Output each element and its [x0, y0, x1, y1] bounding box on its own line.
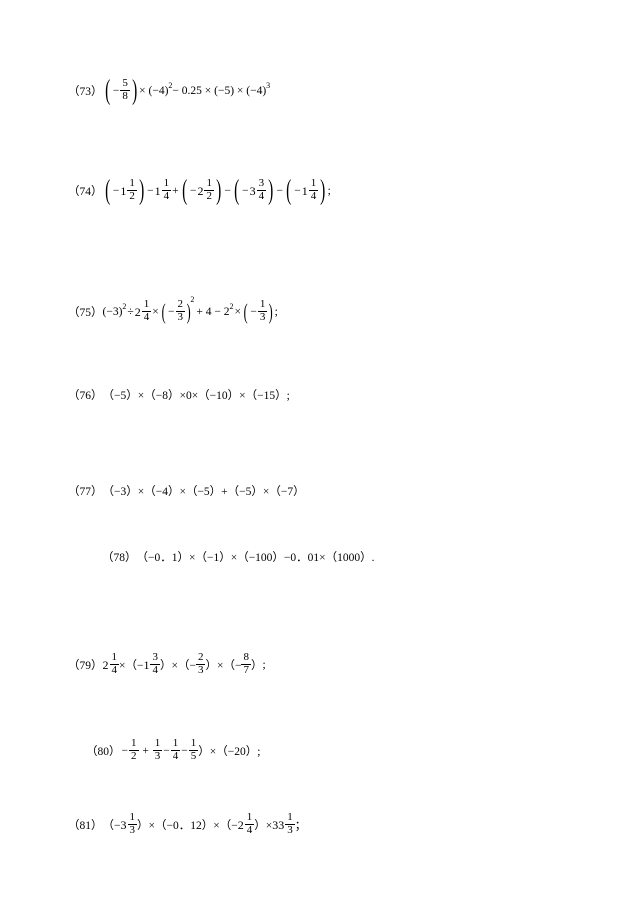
problem-77: （77） （−3）×（−4）×（−5）+（−5）×（−7） — [68, 483, 572, 499]
right-paren-icon: ) — [139, 175, 144, 207]
expr-text: （−0．1）×（−1）×（−100）−0．01×（1000）. — [137, 549, 375, 565]
mixed-number: 212 — [197, 179, 214, 203]
fraction: 23 — [196, 652, 206, 676]
problem-label: （80） — [86, 743, 121, 759]
mixed-number: 313 — [121, 813, 138, 837]
problem-label: （75） — [68, 304, 103, 320]
expr-text: （−3）×（−4）×（−5）+（−5）×（−7） — [103, 483, 305, 499]
fraction: 12 — [129, 738, 139, 762]
minus-sign: − — [112, 85, 121, 97]
fraction: 87 — [241, 652, 251, 676]
problem-74: （74） (− 112 ) − 114 + (− 212 ) − (− 334 … — [68, 175, 572, 207]
problem-label: （81） — [68, 817, 103, 833]
fraction: 13 — [258, 299, 268, 323]
problem-label: （76） — [68, 387, 103, 403]
problem-label: （73） — [68, 83, 103, 99]
fraction: 13 — [153, 738, 163, 762]
problem-78: （78） （−0．1）×（−1）×（−100）−0．01×（1000）. — [68, 549, 572, 565]
problem-75: （75） (−3)2 ÷ 214 × (− 23 )2 + 4 − 22 × (… — [68, 299, 572, 325]
expr-part: − 0.25 × (−5) × (−4) — [172, 85, 266, 97]
mixed-number: 334 — [250, 179, 267, 203]
mixed-number: 214 — [238, 813, 255, 837]
expr-text: （−5）×（−8）×0×（−10）×（−15）; — [103, 387, 290, 403]
problem-76: （76） （−5）×（−8）×0×（−10）×（−15）; — [68, 387, 572, 403]
fraction: 58 — [120, 78, 130, 102]
problem-81: （81） （− 313 ）×（−0．12）×（− 214 ）× 3313 ； — [68, 813, 572, 837]
fraction: 14 — [171, 738, 181, 762]
fraction: 15 — [189, 738, 199, 762]
mixed-number: 114 — [155, 179, 172, 203]
problem-79: （79） 214 ×（− 134 ） ×（− 23 ） ×（− 87 ） ; — [68, 653, 572, 677]
mixed-number: 134 — [143, 653, 160, 677]
left-paren-icon: ( — [105, 175, 110, 207]
mixed-number: 214 — [135, 300, 152, 324]
problem-label: （78） — [102, 549, 137, 565]
problem-label: （74） — [68, 183, 103, 199]
problem-80: （80） − 12 + 13 − 14 − 15 ）×（−20）; — [68, 739, 572, 763]
problem-label: （79） — [68, 657, 103, 673]
fraction: 23 — [176, 299, 186, 323]
mixed-number: 214 — [103, 653, 120, 677]
expr-part: × (−4) — [139, 85, 168, 97]
mixed-number: 114 — [302, 179, 319, 203]
left-paren-icon: ( — [105, 75, 110, 107]
problem-73: （73） ( − 58 ) × (−4)2 − 0.25 × (−5) × (−… — [68, 75, 572, 107]
mixed-number: 112 — [120, 179, 137, 203]
problem-label: （77） — [68, 483, 103, 499]
mixed-number: 3313 — [272, 813, 295, 837]
right-paren-icon: ) — [132, 75, 137, 107]
